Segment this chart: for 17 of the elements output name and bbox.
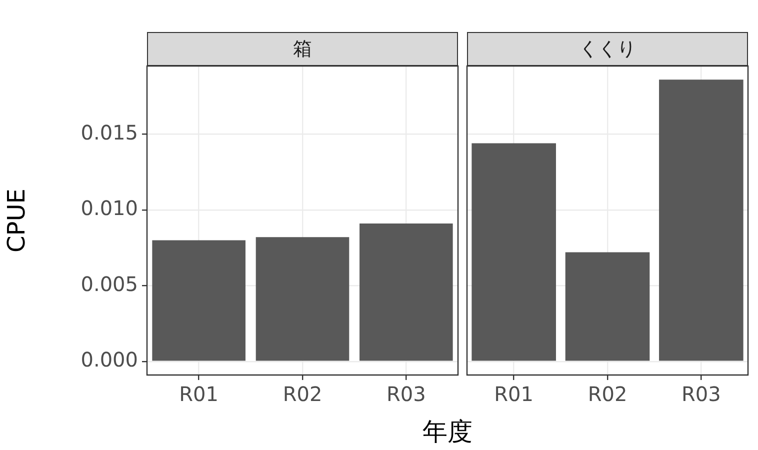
y-axis-title: CPUE — [2, 188, 31, 252]
x-tick-label: R01 — [179, 382, 219, 406]
x-axis-title: 年度 — [422, 416, 474, 448]
chart-title: 箱 — [147, 32, 458, 66]
y-tick-label: 0.000 — [80, 348, 138, 372]
x-tick-label: R03 — [681, 382, 721, 406]
y-tick-label: 0.005 — [80, 272, 138, 296]
y-tick-label: 0.010 — [80, 196, 138, 220]
chart-title: くくり — [467, 32, 748, 66]
x-tick-label: R02 — [588, 382, 628, 406]
bar — [152, 240, 246, 361]
bar — [360, 224, 453, 361]
y-tick-label: 0.015 — [80, 120, 138, 144]
x-tick-label: R01 — [494, 382, 534, 406]
x-tick-label: R02 — [282, 382, 322, 406]
x-tick-label: R03 — [386, 382, 426, 406]
bar — [256, 237, 350, 361]
